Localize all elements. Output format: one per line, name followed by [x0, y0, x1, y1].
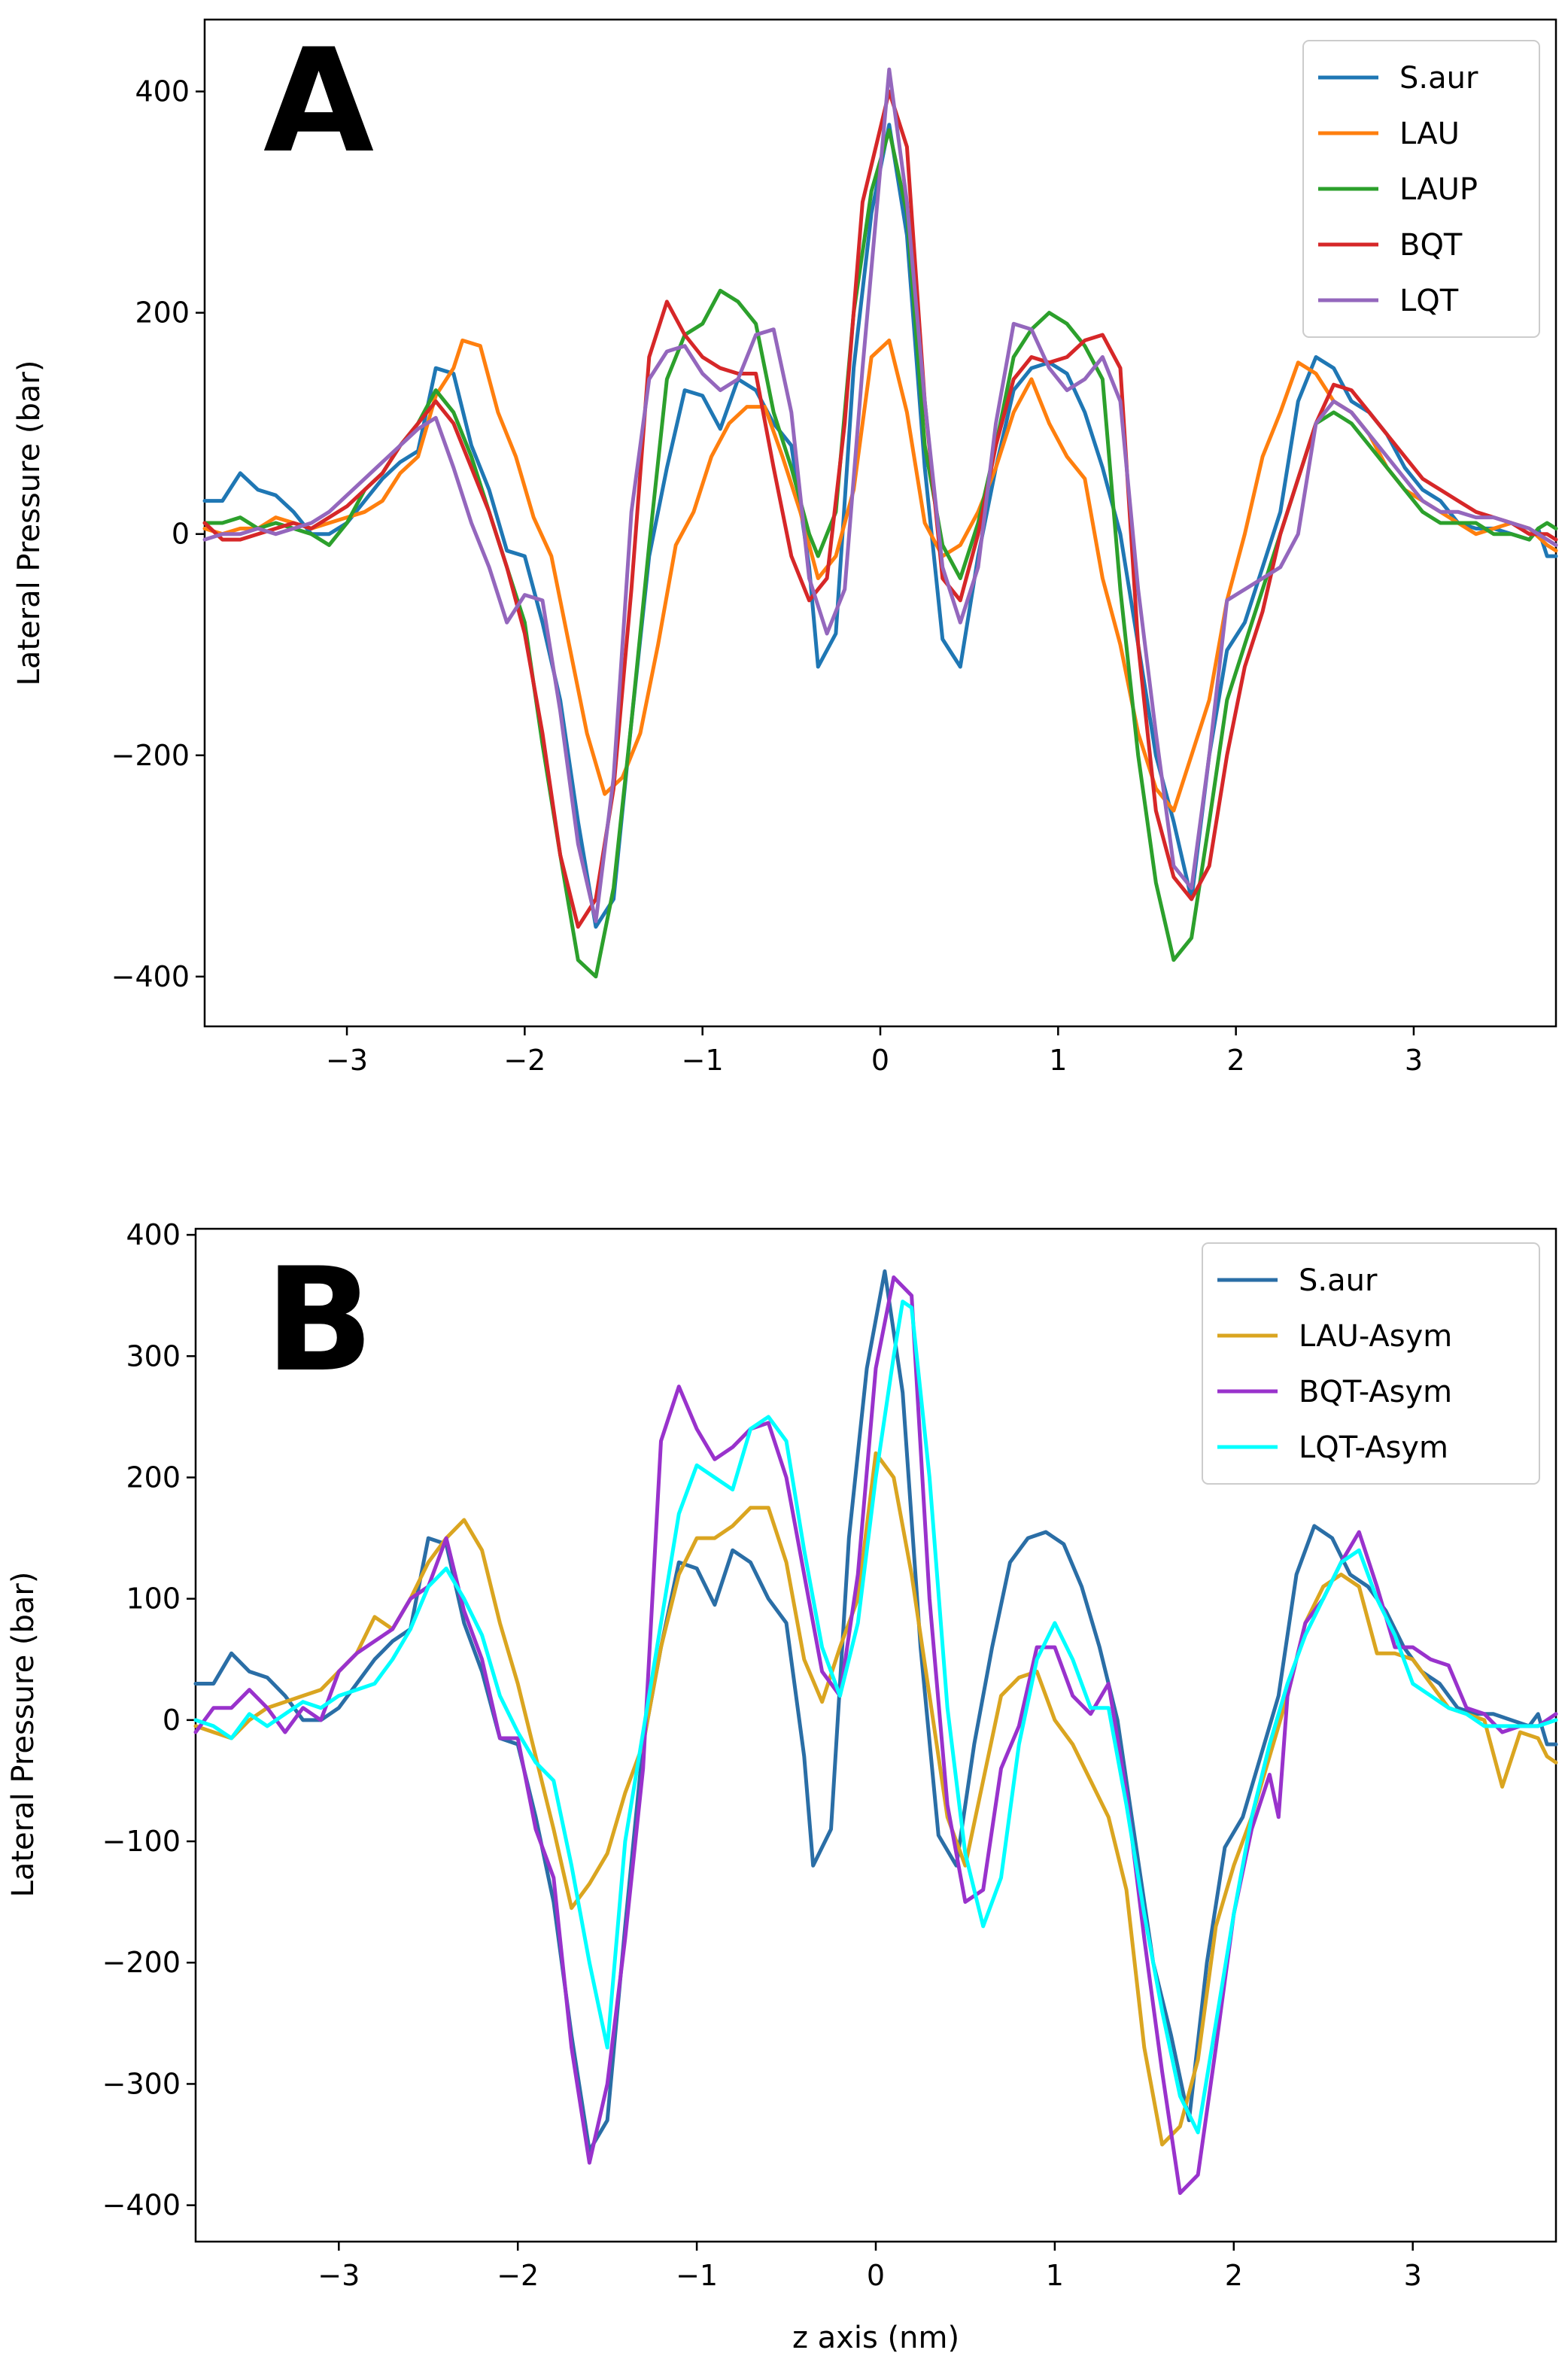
y-tick-label: −400	[111, 960, 190, 993]
series-line-s-aur	[202, 123, 1558, 929]
panel-b-ticks: −3 −2 −1 0 1 2 3 −400 −300 −200 −100 0 100 200 300 400	[102, 1218, 1422, 2292]
y-tick-label: 300	[126, 1339, 181, 1373]
legend-entry-label: LAU-Asym	[1299, 1319, 1452, 1354]
legend-entry-label: S.aur	[1299, 1263, 1378, 1298]
legend-entry-label: LAU	[1399, 117, 1460, 151]
x-tick-label: 1	[1049, 1044, 1067, 1077]
panel-b-ylabel: Lateral Pressure (bar)	[6, 1572, 41, 1898]
series-line-bqt	[202, 90, 1558, 929]
y-tick-label: 100	[126, 1582, 181, 1616]
series-line-lqt-asym	[193, 1300, 1558, 2135]
panel-b-letter: B	[265, 1237, 374, 1403]
series-line-s-aur	[193, 1269, 1558, 2153]
legend-entry-label: BQT	[1399, 228, 1463, 263]
x-tick-label: −1	[676, 2259, 718, 2292]
x-tick-label: 1	[1046, 2259, 1064, 2292]
legend-entry-label: S.aur	[1399, 61, 1478, 96]
panel-a-ticks: −3 −2 −1 0 1 2 3 −400 −200 0 200 400	[111, 75, 1423, 1077]
y-tick-label: 200	[126, 1461, 181, 1494]
panel-b-plot	[193, 1269, 1558, 2195]
panel-a-ylabel: Lateral Pressure (bar)	[12, 360, 47, 686]
x-tick-label: 2	[1225, 2259, 1243, 2292]
x-tick-label: 2	[1227, 1044, 1245, 1077]
x-tick-label: 0	[867, 2259, 885, 2292]
legend-entry-label: LQT-Asym	[1299, 1430, 1448, 1465]
panel-a-letter: A	[263, 18, 374, 184]
y-tick-label: 400	[126, 1218, 181, 1251]
series-line-laup	[202, 128, 1558, 979]
x-tick-label: −2	[503, 1044, 545, 1077]
legend-box	[1202, 1242, 1540, 1485]
x-tick-label: −2	[497, 2259, 539, 2292]
x-tick-label: 3	[1405, 1044, 1423, 1077]
x-tick-label: −1	[682, 1044, 724, 1077]
y-tick-label: 0	[163, 1704, 181, 1737]
x-tick-label: −3	[318, 2259, 360, 2292]
y-tick-label: 0	[172, 518, 190, 551]
legend-entry-label: LQT	[1399, 284, 1459, 318]
panel-b: −3 −2 −1 0 1 2 3−400−300−200−1000100200300400 …	[6, 1218, 1558, 2355]
panel-a-plot	[202, 67, 1558, 979]
y-tick-label: −200	[102, 1946, 181, 1979]
y-tick-label: −200	[111, 739, 190, 772]
y-tick-label: −400	[102, 2189, 181, 2222]
panel-b-xlabel: z axis (nm)	[792, 2321, 959, 2355]
y-tick-label: −300	[102, 2067, 181, 2100]
series-line-lqt	[202, 67, 1558, 923]
y-tick-label: 400	[135, 75, 190, 108]
x-tick-label: 3	[1404, 2259, 1422, 2292]
x-tick-label: 0	[871, 1044, 889, 1077]
panel-a-legend: S.aur LAU LAUP BQT LQT	[1302, 40, 1540, 338]
series-line-lau-asym	[193, 1451, 1558, 2147]
y-tick-label: −100	[102, 1825, 181, 1858]
legend-entry-label: BQT-Asym	[1299, 1375, 1452, 1409]
x-tick-label: −3	[326, 1044, 368, 1077]
legend-box	[1302, 40, 1540, 338]
y-tick-label: 200	[135, 296, 190, 330]
panel-b-legend: S.aur LAU-Asym BQT-Asym LQT-Asym	[1202, 1242, 1540, 1485]
legend-entry-label: LAUP	[1399, 172, 1478, 207]
panel-a: −3 −2 −1 0 1 2 3 −400 −200 0 200 400 A Lateral Pres…	[12, 18, 1558, 1077]
